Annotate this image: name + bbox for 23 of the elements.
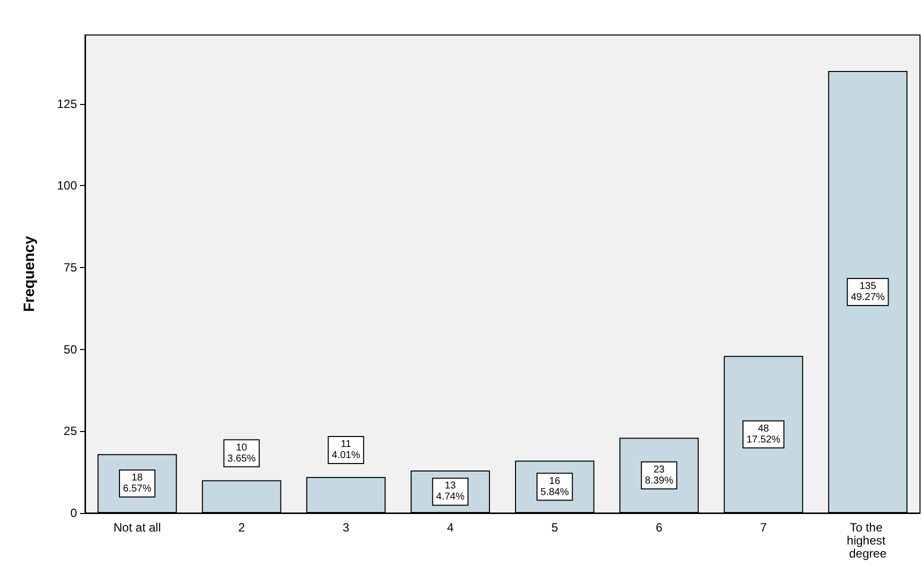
data-label: 11 4.01% <box>332 438 360 461</box>
x-tick-label: 3 <box>342 520 350 534</box>
x-tick-label: 5 <box>551 520 558 534</box>
x-tick-label: 2 <box>238 520 246 534</box>
data-label: 48 17.52% <box>746 423 780 446</box>
y-tick-label: 100 <box>56 178 78 193</box>
y-tick-label: 75 <box>64 260 78 274</box>
y-tick-label: 50 <box>64 342 78 356</box>
data-label: 10 3.65% <box>227 442 256 464</box>
y-axis-title: Frequency <box>21 235 38 312</box>
y-tick-label: 25 <box>64 424 78 438</box>
data-label: 16 5.84% <box>540 476 569 498</box>
x-tick-label: 7 <box>760 520 768 534</box>
data-label: 13 4.74% <box>436 480 465 503</box>
y-tick-label: 125 <box>56 96 78 111</box>
y-tick-label: 0 <box>70 506 78 520</box>
data-label: 135 49.27% <box>850 281 885 304</box>
x-tick-label: 4 <box>446 520 454 534</box>
x-tick-label: To the highest degree <box>846 520 889 560</box>
data-label: 23 8.39% <box>644 464 674 486</box>
data-label: 18 6.57% <box>123 472 152 495</box>
x-tick-label: Not at all <box>114 520 161 534</box>
x-tick-label: 6 <box>656 520 663 534</box>
